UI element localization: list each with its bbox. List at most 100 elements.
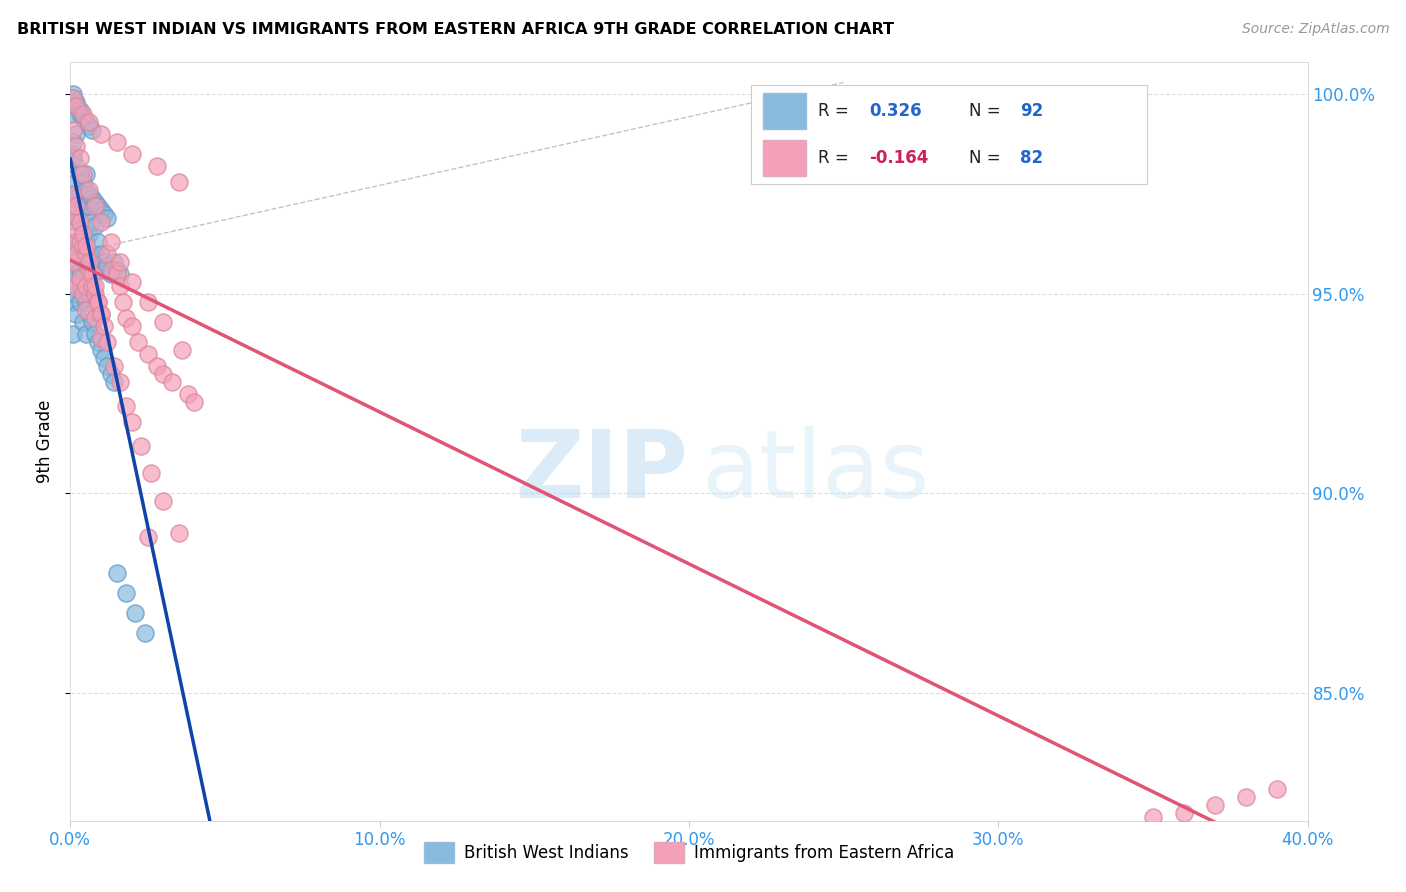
Point	[96, 247, 118, 261]
Point	[62, 151, 84, 165]
Point	[62, 267, 84, 281]
Point	[1234, 789, 1257, 804]
Point	[69, 103, 91, 118]
Point	[84, 247, 107, 261]
Point	[72, 286, 94, 301]
Point	[96, 211, 118, 225]
Point	[84, 199, 107, 213]
Point	[84, 286, 107, 301]
Point	[65, 199, 87, 213]
Point	[105, 267, 128, 281]
Point	[75, 279, 97, 293]
Point	[62, 147, 84, 161]
Point	[103, 359, 125, 373]
Point	[62, 187, 84, 202]
Point	[69, 263, 91, 277]
Point	[121, 415, 143, 429]
Point	[75, 294, 97, 309]
Point	[87, 199, 110, 213]
Point	[121, 318, 143, 333]
Point	[75, 279, 97, 293]
Point	[136, 347, 159, 361]
Point	[72, 107, 94, 121]
Point	[62, 95, 84, 110]
Point	[90, 128, 112, 142]
Point	[69, 294, 91, 309]
Point	[100, 367, 122, 381]
Point	[93, 207, 115, 221]
Point	[62, 187, 84, 202]
Point	[152, 315, 174, 329]
Point	[93, 351, 115, 365]
Point	[75, 167, 97, 181]
Point	[90, 307, 112, 321]
Point	[65, 95, 87, 110]
Point	[62, 91, 84, 105]
Point	[139, 467, 162, 481]
Point	[103, 255, 125, 269]
Point	[75, 326, 97, 341]
Point	[65, 159, 87, 173]
Point	[75, 183, 97, 197]
Point	[121, 147, 143, 161]
Point	[72, 315, 94, 329]
Text: ZIP: ZIP	[516, 425, 689, 518]
Point	[65, 99, 87, 113]
Point	[75, 263, 97, 277]
Point	[69, 187, 91, 202]
Point	[62, 207, 84, 221]
Point	[65, 279, 87, 293]
Point	[136, 530, 159, 544]
Point	[72, 255, 94, 269]
Point	[124, 606, 146, 620]
Point	[1265, 781, 1288, 796]
Point	[62, 107, 84, 121]
Point	[65, 235, 87, 249]
Point	[69, 107, 91, 121]
Point	[108, 279, 131, 293]
Point	[103, 375, 125, 389]
Point	[84, 326, 107, 341]
Point	[105, 263, 128, 277]
Point	[127, 334, 149, 349]
Point	[77, 307, 100, 321]
Point	[87, 294, 110, 309]
Text: Source: ZipAtlas.com: Source: ZipAtlas.com	[1241, 22, 1389, 37]
Point	[77, 286, 100, 301]
Point	[65, 215, 87, 229]
Point	[77, 255, 100, 269]
Point	[80, 191, 103, 205]
Point	[72, 286, 94, 301]
Point	[69, 215, 91, 229]
Point	[1142, 810, 1164, 824]
Point	[80, 267, 103, 281]
Point	[75, 207, 97, 221]
Text: BRITISH WEST INDIAN VS IMMIGRANTS FROM EASTERN AFRICA 9TH GRADE CORRELATION CHAR: BRITISH WEST INDIAN VS IMMIGRANTS FROM E…	[17, 22, 894, 37]
Point	[152, 367, 174, 381]
Point	[87, 255, 110, 269]
Point	[121, 275, 143, 289]
Point	[90, 263, 112, 277]
Point	[108, 255, 131, 269]
Point	[77, 199, 100, 213]
Point	[65, 175, 87, 189]
Point	[87, 235, 110, 249]
Point	[80, 215, 103, 229]
Point	[69, 215, 91, 229]
Point	[146, 359, 169, 373]
Point	[93, 318, 115, 333]
Point	[177, 386, 200, 401]
Point	[105, 566, 128, 581]
Point	[136, 294, 159, 309]
Point	[80, 279, 103, 293]
Point	[62, 294, 84, 309]
Text: atlas: atlas	[702, 425, 929, 518]
Point	[131, 438, 153, 452]
Point	[75, 239, 97, 253]
Point	[62, 255, 84, 269]
Point	[77, 227, 100, 241]
Point	[65, 247, 87, 261]
Point	[69, 235, 91, 249]
Point	[1173, 805, 1195, 820]
Point	[69, 167, 91, 181]
